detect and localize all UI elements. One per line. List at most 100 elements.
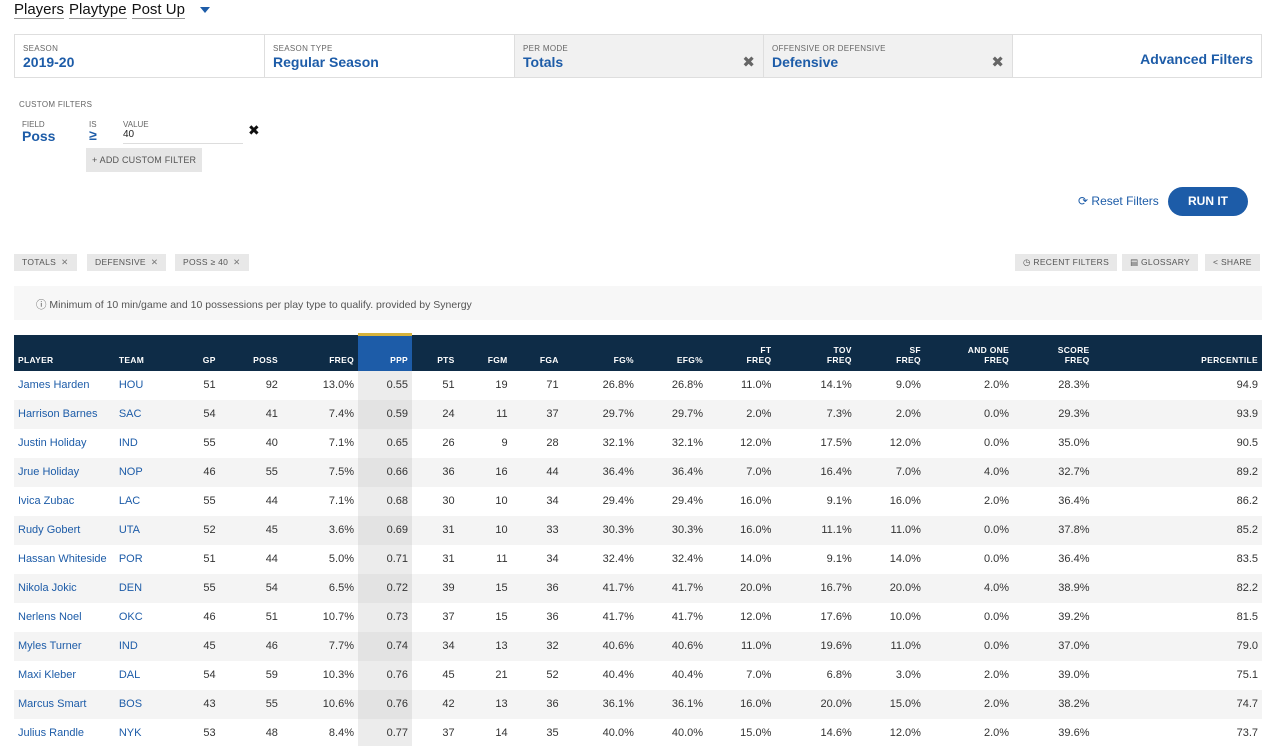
column-header-score-freq[interactable]: SCORE FREQ (1013, 334, 1094, 371)
player-link[interactable]: Jrue Holiday (14, 457, 115, 487)
player-link[interactable]: Julius Randle (18, 727, 85, 739)
custom-filter-operator[interactable]: IS ≥ (89, 120, 97, 142)
player-link[interactable]: Harrison Barnes (14, 399, 115, 429)
team-link[interactable]: NYK (118, 727, 142, 739)
table-cell: 11.0% (855, 631, 925, 661)
player-link[interactable]: James Harden (18, 379, 90, 391)
glossary-button[interactable]: ▤ GLOSSARY (1122, 254, 1199, 271)
team-link[interactable]: POR (118, 553, 143, 565)
player-link[interactable]: Nerlens Noel (18, 611, 82, 623)
tag-poss[interactable]: POSS ≥ 40 ✕ (175, 254, 249, 271)
close-icon[interactable]: ✕ (150, 257, 159, 267)
close-icon[interactable]: ✕ (61, 257, 69, 267)
player-link[interactable]: Ivica Zubac (18, 495, 75, 507)
table-cell: 7.4% (281, 399, 358, 429)
breadcrumb-post-up[interactable]: Post Up (131, 0, 185, 19)
table-row: James Harden HOU 51 92 13.0% 0.55 51 19 71 26.8% 2… (14, 370, 1262, 400)
team-link[interactable]: BOS (114, 689, 179, 719)
table-cell: 55 (203, 495, 216, 507)
custom-filter-value-input[interactable]: VALUE 40 (123, 120, 243, 144)
player-link[interactable]: Marcus Smart (14, 689, 115, 719)
column-header-gp[interactable]: GP (178, 334, 220, 371)
table-cell: 5.0% (328, 553, 354, 565)
table-cell: 46 (203, 611, 216, 623)
filter-season-type[interactable]: SEASON TYPE Regular Season (265, 35, 515, 77)
filter-value: 2019-20 (23, 54, 75, 70)
player-link[interactable]: Rudy Gobert (14, 515, 115, 545)
run-it-button[interactable]: RUN IT (1168, 187, 1248, 216)
table-header-row: PLAYER TEAM GP POSS FREQ PPP PTS FGM FGA FG% EFG% F… (14, 333, 1262, 371)
tag-totals[interactable]: TOTALS ✕ (14, 254, 77, 271)
column-header-ppp[interactable]: PPP (358, 333, 413, 371)
table-cell: 83.5 (1236, 553, 1258, 565)
table-cell: 45 (178, 631, 220, 661)
recent-filters-button[interactable]: ◷ RECENT FILTERS (1015, 254, 1118, 271)
player-link[interactable]: Nikola Jokic (14, 573, 115, 603)
filter-label: SEASON (23, 44, 59, 53)
share-button[interactable]: < SHARE (1205, 254, 1260, 271)
tag-defensive[interactable]: DEFENSIVE ✕ (87, 254, 167, 271)
column-header-sf-freq[interactable]: SF FREQ (855, 334, 925, 371)
table-cell: 36.4% (562, 457, 638, 487)
column-header-poss[interactable]: POSS (219, 334, 282, 371)
table-cell: 29.4% (602, 495, 634, 507)
column-header-tov-freq[interactable]: TOV FREQ (775, 334, 856, 371)
table-cell: 16.0% (740, 495, 772, 507)
column-header-team[interactable]: TEAM (114, 334, 179, 371)
custom-filter-field[interactable]: FIELD Poss (22, 120, 55, 143)
team-link[interactable]: LAC (118, 495, 141, 507)
column-header-fgm[interactable]: FGM (458, 334, 512, 371)
table-cell: 0.0% (924, 399, 1014, 429)
table-cell: 39.6% (1058, 727, 1090, 739)
filter-per-mode[interactable]: PER MODE Totals ✖ (515, 35, 764, 77)
filter-season[interactable]: SEASON 2019-20 (15, 35, 265, 77)
table-cell: 36 (511, 689, 563, 719)
team-link[interactable]: NOP (114, 457, 179, 487)
chevron-down-icon[interactable] (199, 7, 210, 13)
close-icon[interactable]: ✖ (991, 54, 1004, 71)
column-header-efg[interactable]: EFG% (637, 334, 708, 371)
column-header-fga[interactable]: FGA (511, 334, 563, 371)
team-link[interactable]: SAC (114, 399, 179, 429)
column-header-ft-freq[interactable]: FT FREQ (707, 334, 776, 371)
table-cell: 55 (178, 573, 220, 603)
column-header-and-one-freq[interactable]: AND ONE FREQ (924, 334, 1014, 371)
team-link[interactable]: UTA (114, 515, 179, 545)
table-cell: 41.7% (562, 573, 638, 603)
filter-offensive-defensive[interactable]: OFFENSIVE OR DEFENSIVE Defensive ✖ (764, 35, 1013, 77)
close-icon[interactable]: ✖ (248, 122, 260, 138)
team-link[interactable]: DEN (114, 573, 179, 603)
table-cell: 33 (511, 515, 563, 545)
team-link[interactable]: IND (118, 437, 138, 449)
close-icon[interactable]: ✖ (742, 54, 755, 71)
table-cell: 7.1% (328, 437, 354, 449)
team-link[interactable]: DAL (118, 669, 141, 681)
player-link[interactable]: Justin Holiday (18, 437, 87, 449)
table-cell: 14 (495, 727, 508, 739)
table-cell: 10.3% (322, 669, 354, 681)
table-cell: 40.6% (637, 631, 708, 661)
table-cell: 30.3% (637, 515, 708, 545)
table-cell: 10 (495, 495, 508, 507)
team-link[interactable]: HOU (118, 379, 144, 391)
team-link[interactable]: IND (114, 631, 179, 661)
breadcrumb-playtype[interactable]: Playtype (69, 0, 127, 19)
player-link[interactable]: Hassan Whiteside (18, 553, 107, 565)
table-cell: 89.2 (1093, 457, 1262, 487)
column-header-fg[interactable]: FG% (562, 334, 638, 371)
breadcrumb-players[interactable]: Players (14, 0, 65, 19)
column-header-pts[interactable]: PTS (412, 334, 459, 371)
column-header-freq[interactable]: FREQ (281, 334, 358, 371)
share-icon: < (1213, 257, 1221, 267)
column-header-percentile[interactable]: PERCENTILE (1093, 334, 1262, 371)
column-header-player[interactable]: PLAYER (14, 334, 115, 371)
player-link[interactable]: Myles Turner (14, 631, 115, 661)
advanced-filters-button[interactable]: Advanced Filters (1013, 35, 1261, 77)
refresh-icon: ⟳ (1078, 194, 1089, 208)
add-custom-filter-button[interactable]: + ADD CUSTOM FILTER (86, 148, 203, 172)
reset-filters-button[interactable]: ⟳ Reset Filters (1078, 194, 1159, 208)
table-cell: 8.4% (328, 727, 354, 739)
close-icon[interactable]: ✕ (233, 257, 241, 267)
team-link[interactable]: OKC (118, 611, 143, 623)
player-link[interactable]: Maxi Kleber (18, 669, 77, 681)
